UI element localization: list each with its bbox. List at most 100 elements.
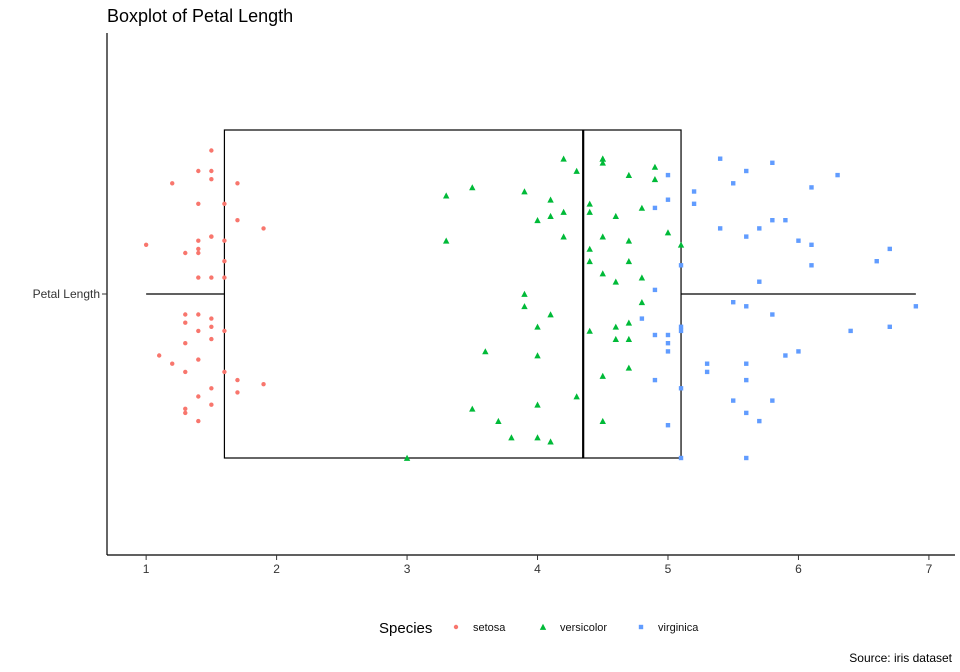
setosa-point: [196, 201, 201, 206]
virginica-point: [757, 418, 762, 424]
versicolor-point: [586, 200, 593, 207]
versicolor-point: [534, 323, 541, 330]
virginica-point: [678, 386, 684, 391]
setosa-point: [143, 242, 149, 247]
virginica-point: [652, 287, 658, 293]
legend-key-setosa: [453, 624, 459, 630]
legend-items: setosa versicolor virginica: [453, 622, 699, 634]
virginica-point: [809, 185, 814, 190]
versicolor-point: [482, 348, 489, 355]
versicolor-point: [612, 278, 619, 285]
versicolor-point: [625, 364, 633, 371]
setosa-point: [156, 353, 162, 358]
virginica-point: [744, 234, 749, 239]
setosa-point: [196, 168, 201, 174]
virginica-point: [796, 349, 801, 354]
setosa-point: [196, 312, 201, 317]
setosa-point: [196, 394, 201, 399]
virginica-point: [717, 156, 723, 161]
x-tick-label: 4: [534, 562, 541, 576]
setosa-point: [196, 275, 201, 280]
virginica-point: [678, 324, 684, 329]
virginica-point: [652, 205, 658, 211]
setosa-point: [183, 341, 188, 346]
setosa-point: [209, 336, 214, 342]
setosa-point: [235, 218, 240, 223]
virginica-point: [665, 172, 671, 178]
setosa-point: [183, 369, 188, 375]
setosa-point: [196, 418, 201, 424]
virginica-point: [678, 455, 684, 461]
setosa-point: [209, 275, 214, 280]
virginica-point: [757, 279, 762, 284]
setosa-point: [209, 168, 214, 174]
virginica-point: [665, 349, 671, 354]
versicolor-point: [612, 335, 619, 342]
virginica-point: [678, 263, 684, 268]
versicolor-point: [586, 258, 593, 265]
versicolor-point: [534, 434, 541, 441]
points-layer: [143, 148, 919, 461]
versicolor-point: [573, 167, 580, 174]
setosa-point: [261, 226, 266, 231]
virginica-point: [691, 201, 697, 206]
versicolor-point: [521, 290, 528, 297]
virginica-point: [887, 324, 892, 329]
versicolor-point: [664, 229, 672, 236]
setosa-point: [209, 316, 214, 321]
virginica-point: [809, 242, 814, 247]
virginica-point: [887, 246, 892, 252]
legend-title: Species: [379, 620, 432, 637]
virginica-point: [744, 377, 749, 383]
virginica-point: [691, 189, 697, 194]
versicolor-point: [625, 258, 633, 265]
setosa-point: [183, 406, 188, 411]
x-tick-label: 6: [795, 562, 802, 576]
virginica-point: [770, 160, 775, 165]
versicolor-point: [638, 299, 646, 306]
virginica-point: [652, 377, 658, 383]
setosa-point: [196, 357, 201, 362]
virginica-point: [796, 238, 801, 243]
versicolor-point: [599, 233, 606, 240]
virginica-point: [770, 218, 775, 223]
box-layer: [146, 129, 916, 459]
virginica-point: [744, 410, 749, 416]
versicolor-point: [599, 155, 606, 162]
versicolor-point: [586, 208, 593, 215]
series-setosa: [143, 148, 266, 424]
virginica-point: [874, 259, 879, 264]
setosa-point: [209, 386, 214, 391]
setosa-point: [235, 390, 240, 395]
setosa-point: [222, 328, 227, 334]
virginica-point: [665, 341, 671, 346]
versicolor-point: [612, 212, 619, 219]
versicolor-point: [599, 159, 606, 166]
versicolor-point: [612, 323, 619, 330]
virginica-point: [835, 172, 840, 178]
x-tick-label: 5: [665, 562, 672, 576]
virginica-point: [757, 226, 762, 231]
versicolor-point: [547, 196, 554, 203]
setosa-point: [222, 259, 227, 264]
versicolor-point: [599, 417, 606, 424]
virginica-point: [652, 332, 658, 338]
versicolor-point: [638, 274, 646, 281]
setosa-point: [235, 181, 240, 186]
setosa-point: [183, 250, 188, 256]
versicolor-point: [495, 417, 502, 424]
setosa-point: [222, 201, 227, 206]
virginica-point: [848, 328, 853, 334]
setosa-point: [222, 275, 227, 280]
virginica-point: [744, 168, 749, 174]
versicolor-point: [625, 237, 633, 244]
virginica-point: [809, 263, 814, 268]
versicolor-point: [560, 208, 567, 215]
versicolor-point: [443, 237, 450, 244]
setosa-point: [235, 377, 240, 383]
legend-label-virginica: virginica: [658, 622, 699, 634]
versicolor-point: [625, 171, 633, 178]
virginica-point: [678, 328, 684, 334]
versicolor-point: [534, 352, 541, 359]
